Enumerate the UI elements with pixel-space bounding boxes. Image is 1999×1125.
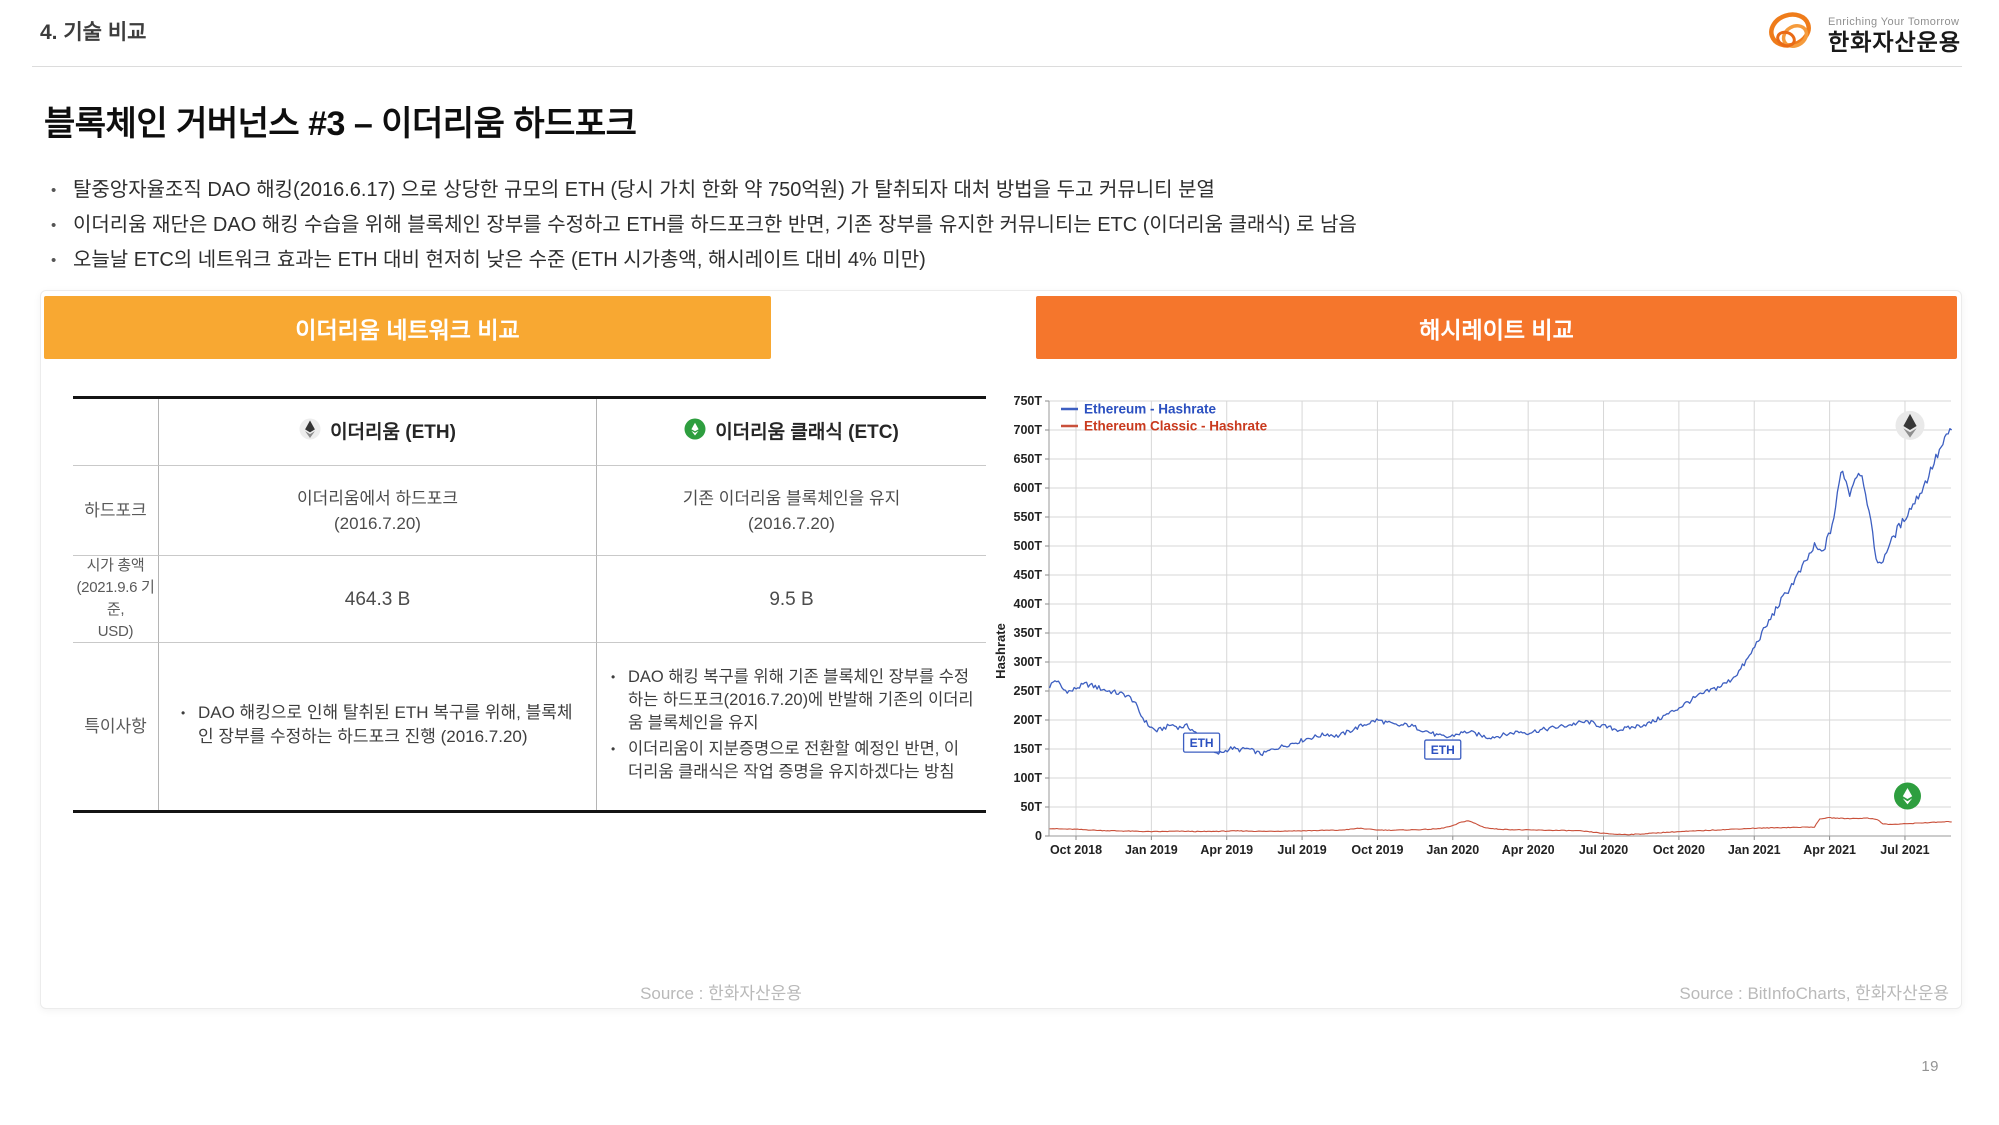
svg-text:250T: 250T: [1014, 684, 1043, 698]
svg-text:50T: 50T: [1020, 800, 1042, 814]
note-bullet: 이더리움이 지분증명으로 전환할 예정인 반면, 이더리움 클래식은 작업 증명…: [609, 738, 974, 784]
logo-company-name: 한화자산운용: [1828, 28, 1961, 55]
row-label-notes: 특이사항: [73, 642, 158, 810]
summary-bullet: 이더리움 재단은 DAO 해킹 수습을 위해 블록체인 장부를 수정하고 ETH…: [46, 213, 1357, 238]
eth-icon: [1895, 410, 1925, 440]
left-source-note: Source : 한화자산운용: [640, 984, 802, 1003]
svg-text:600T: 600T: [1014, 481, 1043, 495]
svg-text:Ethereum Classic - Hashrate: Ethereum Classic - Hashrate: [1084, 419, 1268, 434]
note-bullet: DAO 해킹으로 인해 탈취된 ETH 복구를 위해, 블록체인 장부를 수정하…: [179, 701, 586, 749]
svg-text:Oct 2020: Oct 2020: [1653, 843, 1705, 857]
row-label-hardfork: 하드포크: [73, 465, 158, 555]
hardfork-etc-cell: 기존 이더리움 블록체인을 유지 (2016.7.20): [596, 465, 986, 555]
cell-line: USD): [97, 623, 134, 640]
note-bullet: DAO 해킹 복구를 위해 기존 블록체인 장부를 수정하는 하드포크(2016…: [609, 666, 974, 735]
svg-text:550T: 550T: [1014, 510, 1043, 524]
notes-etc-cell: DAO 해킹 복구를 위해 기존 블록체인 장부를 수정하는 하드포크(2016…: [596, 642, 986, 810]
marketcap-etc-value: 9.5 B: [596, 555, 986, 642]
table-corner-cell: [73, 399, 158, 465]
hashrate-comparison-header: 해시레이트 비교: [1036, 296, 1957, 359]
svg-text:Apr 2020: Apr 2020: [1502, 843, 1555, 857]
svg-text:Jan 2020: Jan 2020: [1426, 843, 1479, 857]
svg-text:Oct 2018: Oct 2018: [1050, 843, 1102, 857]
marketcap-eth-value: 464.3 B: [158, 555, 596, 642]
svg-text:Jul 2019: Jul 2019: [1277, 843, 1326, 857]
svg-text:100T: 100T: [1014, 771, 1043, 785]
summary-bullets: 탈중앙자율조직 DAO 해킹(2016.6.17) 으로 상당한 규모의 ETH…: [46, 178, 1357, 283]
svg-text:750T: 750T: [1014, 394, 1043, 408]
svg-text:Jan 2019: Jan 2019: [1125, 843, 1178, 857]
svg-text:ETH: ETH: [1431, 743, 1455, 757]
notes-eth-cell: DAO 해킹으로 인해 탈취된 ETH 복구를 위해, 블록체인 장부를 수정하…: [158, 642, 596, 810]
eth-icon: [299, 418, 321, 447]
etc-icon: [1894, 782, 1921, 810]
section-title: 4. 기술 비교: [40, 21, 147, 44]
hardfork-eth-cell: 이더리움에서 하드포크 (2016.7.20): [158, 465, 596, 555]
etc-column-label: 이더리움 클래식 (ETC): [715, 421, 899, 443]
svg-text:Apr 2021: Apr 2021: [1803, 843, 1856, 857]
svg-text:Ethereum - Hashrate: Ethereum - Hashrate: [1084, 402, 1217, 417]
svg-text:500T: 500T: [1014, 539, 1043, 553]
etc-icon: [684, 418, 706, 447]
svg-text:Jul 2021: Jul 2021: [1880, 843, 1929, 857]
header-divider: [32, 66, 1962, 67]
cell-line: 이더리움에서 하드포크: [296, 488, 459, 508]
cell-line: 시가 총액: [86, 557, 145, 574]
etc-column-header: 이더리움 클래식 (ETC): [596, 399, 986, 465]
page-number: 19: [1921, 1058, 1939, 1075]
hashrate-chart: 0 50T 100T 150T 200T 250T 300T 350T 400T 450T 500T…: [993, 394, 1953, 857]
svg-text:200T: 200T: [1014, 713, 1043, 727]
page-title: 블록체인 거버넌스 #3 – 이더리움 하드포크: [44, 105, 637, 143]
row-label-marketcap: 시가 총액 (2021.9.6 기준, USD): [73, 555, 158, 642]
svg-text:0: 0: [1035, 829, 1042, 843]
svg-text:300T: 300T: [1014, 655, 1043, 669]
svg-text:150T: 150T: [1014, 742, 1043, 756]
summary-bullet: 오늘날 ETC의 네트워크 효과는 ETH 대비 현저히 낮은 수준 (ETH …: [46, 248, 1357, 273]
eth-column-header: 이더리움 (ETH): [158, 399, 596, 465]
eth-comparison-table: 이더리움 (ETH) 이더리움 클래식 (ETC) 하드포크 이더리움에서 하드…: [73, 396, 986, 813]
company-logo: Enriching Your Tomorrow 한화자산운용: [1764, 8, 1961, 63]
svg-text:ETH: ETH: [1190, 736, 1214, 750]
svg-text:Jan 2021: Jan 2021: [1728, 843, 1781, 857]
summary-bullet: 탈중앙자율조직 DAO 해킹(2016.6.17) 으로 상당한 규모의 ETH…: [46, 178, 1357, 203]
svg-text:Apr 2019: Apr 2019: [1200, 843, 1253, 857]
cell-line: 기존 이더리움 블록체인을 유지: [682, 488, 901, 508]
right-source-note: Source : BitInfoCharts, 한화자산운용: [1679, 984, 1949, 1003]
svg-text:350T: 350T: [1014, 626, 1043, 640]
cell-line: (2016.7.20): [748, 513, 835, 533]
svg-text:650T: 650T: [1014, 452, 1043, 466]
svg-text:700T: 700T: [1014, 423, 1043, 437]
svg-text:450T: 450T: [1014, 568, 1043, 582]
svg-text:Oct 2019: Oct 2019: [1351, 843, 1403, 857]
content-card: 이더리움 네트워크 비교 해시레이트 비교 이더리움 (ETH): [40, 290, 1962, 1009]
eth-column-label: 이더리움 (ETH): [330, 421, 456, 443]
svg-text:400T: 400T: [1014, 597, 1043, 611]
logo-tagline: Enriching Your Tomorrow: [1828, 15, 1960, 28]
svg-text:Jul 2020: Jul 2020: [1579, 843, 1628, 857]
cell-line: (2016.7.20): [334, 513, 421, 533]
hanwha-rings-icon: [1764, 8, 1818, 63]
cell-line: (2021.9.6 기준,: [76, 579, 155, 618]
network-comparison-header: 이더리움 네트워크 비교: [44, 296, 771, 359]
svg-text:Hashrate: Hashrate: [993, 623, 1008, 679]
